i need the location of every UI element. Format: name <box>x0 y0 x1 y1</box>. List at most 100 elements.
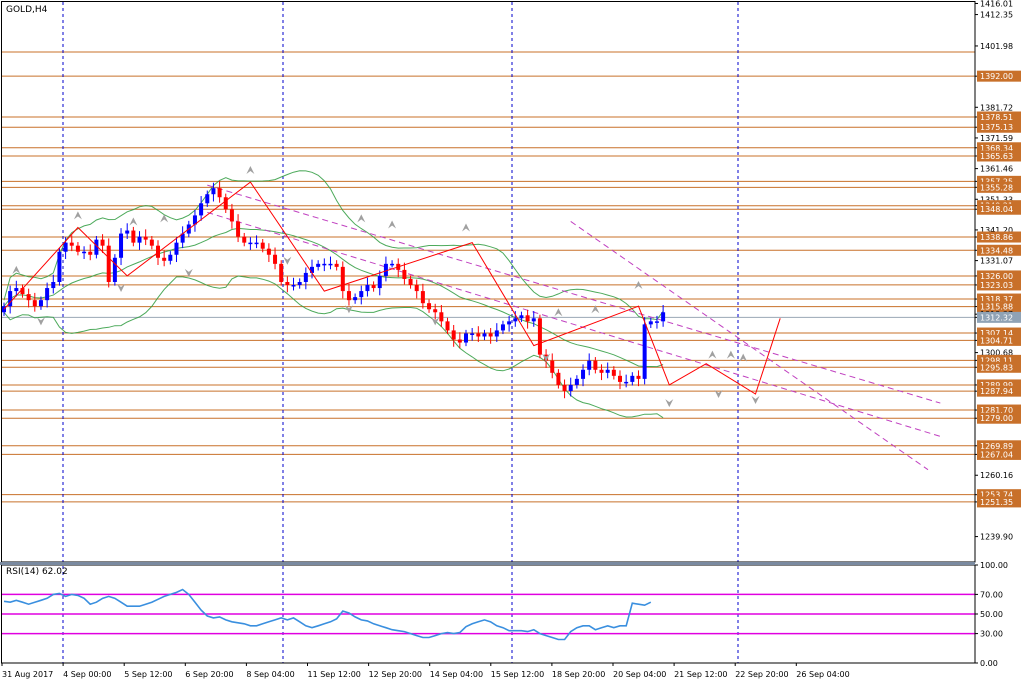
level-tag <box>977 448 1021 460</box>
price-label: 1334.48 <box>980 246 1013 255</box>
candle-body <box>149 239 154 246</box>
fractal-up-icon <box>73 211 82 220</box>
candle-body <box>482 333 487 337</box>
candle-body <box>297 282 302 286</box>
candle-body <box>137 236 142 243</box>
candle-body <box>51 282 56 289</box>
fractal-up-icon <box>634 281 643 290</box>
candle-body <box>88 251 93 255</box>
candle-body <box>340 266 345 292</box>
time-label: 8 Sep 04:00 <box>246 670 294 679</box>
level-tag <box>977 181 1021 193</box>
fractal-up-icon <box>357 214 366 223</box>
price-label: 1361.46 <box>980 165 1013 174</box>
price-label: 1279.00 <box>980 414 1013 423</box>
candle-body <box>45 288 50 301</box>
price-label: 1267.04 <box>980 450 1013 459</box>
time-label: 11 Sep 12:00 <box>308 670 361 679</box>
price-label: 1315.88 <box>980 303 1013 312</box>
price-label: 1375.13 <box>980 123 1013 132</box>
channel-line <box>570 221 929 471</box>
level-tag <box>977 412 1021 424</box>
candle-body <box>162 257 167 261</box>
fractal-up-icon <box>554 308 563 317</box>
candle-body <box>574 378 579 385</box>
price-label: 1338.86 <box>980 233 1013 242</box>
fractal-down-icon <box>344 305 353 314</box>
candle-body <box>125 230 130 234</box>
fractal-up-icon <box>739 353 748 362</box>
price-label: 1355.28 <box>980 183 1013 192</box>
candle-body <box>519 315 524 319</box>
candle-body <box>550 360 555 373</box>
price-label: 1300.68 <box>980 349 1013 358</box>
level-tag <box>977 121 1021 133</box>
price-label: 1318.37 <box>980 295 1013 304</box>
candle-body <box>260 242 265 249</box>
candle-body <box>531 318 536 322</box>
fractal-up-icon <box>129 217 138 226</box>
candle-body <box>217 188 222 198</box>
price-label: 1368.34 <box>980 144 1013 153</box>
fractal-down-icon <box>751 396 760 405</box>
time-label: 14 Sep 04:00 <box>430 670 483 679</box>
fractal-down-icon <box>665 399 674 408</box>
candle-body <box>310 266 314 273</box>
candle-body <box>266 248 271 255</box>
level-tag <box>977 334 1021 346</box>
price-label: 1351.33 <box>980 195 1013 204</box>
price-label: 1392.00 <box>980 72 1013 81</box>
price-label: 1269.89 <box>980 442 1013 451</box>
price-label: 1307.14 <box>980 329 1013 338</box>
candle-body <box>119 233 124 258</box>
level-tag <box>977 203 1021 215</box>
price-label: 1378.51 <box>980 113 1013 122</box>
candle-body <box>476 333 481 337</box>
candle-body <box>654 321 659 323</box>
price-label: 1348.04 <box>980 205 1013 214</box>
price-label: 1251.35 <box>980 498 1013 507</box>
fractal-down-icon <box>117 284 126 293</box>
level-tag <box>977 327 1021 339</box>
time-label: 21 Sep 12:00 <box>674 670 727 679</box>
candle-body <box>168 254 173 261</box>
level-tag <box>977 440 1021 452</box>
price-label: 1281.70 <box>980 406 1013 415</box>
price-label: 1371.59 <box>980 134 1013 143</box>
time-label: 15 Sep 12:00 <box>491 670 544 679</box>
candle-body <box>488 333 493 337</box>
candle-body <box>457 339 462 343</box>
level-tag <box>977 404 1021 416</box>
level-tag <box>977 379 1021 391</box>
candle-body <box>537 318 542 355</box>
price-label: 1289.99 <box>980 381 1013 390</box>
candle-body <box>69 242 74 246</box>
time-label: 12 Sep 20:00 <box>369 670 422 679</box>
rsi-title: RSI(14) 62.02 <box>6 567 68 577</box>
candle-body <box>371 285 376 289</box>
candle-body <box>2 306 6 313</box>
fractal-up-icon <box>160 214 169 223</box>
candle-body <box>131 230 136 243</box>
candle-body <box>303 272 308 282</box>
candle-body <box>464 333 468 343</box>
price-panel-frame <box>1 1 976 563</box>
candle-body <box>82 251 87 254</box>
candle-body <box>390 263 395 266</box>
fractal-down-icon <box>283 256 292 265</box>
price-label: 1239.90 <box>980 533 1013 542</box>
candle-body <box>26 294 31 301</box>
candle-body <box>611 369 616 376</box>
fractal-up-icon <box>388 220 397 229</box>
candle-body <box>57 251 62 282</box>
fractal-up-icon <box>708 350 717 359</box>
time-label: 26 Sep 04:00 <box>796 670 849 679</box>
candle-body <box>507 321 512 325</box>
level-tag <box>977 293 1021 305</box>
level-tag <box>977 175 1021 187</box>
candle-body <box>494 330 499 337</box>
rsi-label: 100.00 <box>980 561 1008 570</box>
candle-body <box>636 375 641 379</box>
candle-body <box>75 245 80 252</box>
